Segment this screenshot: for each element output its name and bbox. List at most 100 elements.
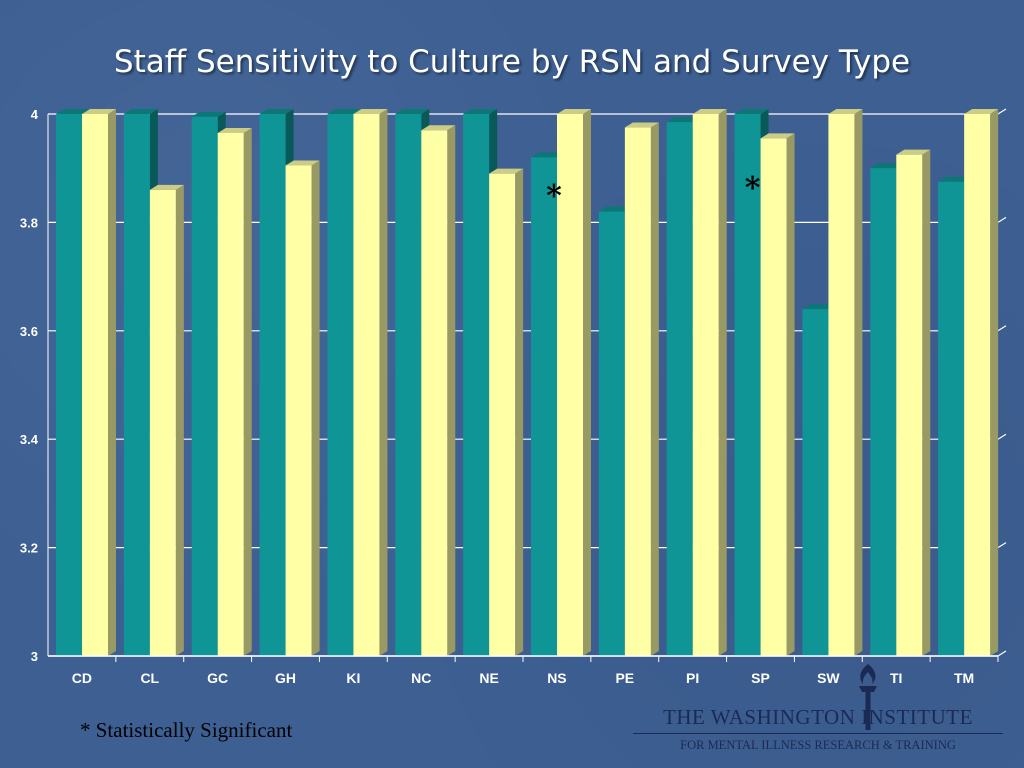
bar-cd-series-2 bbox=[82, 114, 108, 656]
bar-top bbox=[353, 109, 388, 114]
bar-side bbox=[311, 160, 320, 657]
bar-top bbox=[191, 111, 226, 117]
bar-ki-series-2 bbox=[353, 114, 380, 656]
bar-sw-series-2 bbox=[828, 114, 855, 656]
bar-top bbox=[217, 127, 252, 133]
gridline-depth bbox=[997, 108, 1007, 115]
bar-top bbox=[149, 184, 184, 190]
y-tick-label: 3.6 bbox=[20, 324, 38, 339]
logo-subtitle: FOR MENTAL ILLNESS RESEARCH & TRAINING bbox=[680, 738, 956, 752]
bar-side bbox=[583, 109, 591, 656]
x-tick-label: NS bbox=[547, 670, 566, 686]
x-tick-label: TM bbox=[954, 670, 974, 686]
bar-tm-series-1 bbox=[938, 181, 965, 656]
bar-side bbox=[990, 109, 999, 656]
bar-top bbox=[557, 109, 591, 114]
footnote: * Statistically Significant bbox=[80, 718, 293, 742]
x-tick-label: GC bbox=[207, 670, 228, 686]
bar-top bbox=[327, 109, 362, 114]
logo-divider bbox=[633, 733, 1003, 734]
bar-top bbox=[489, 168, 524, 174]
bar-nc-series-1 bbox=[395, 114, 422, 656]
bar-cl-series-2 bbox=[149, 189, 176, 656]
x-tick-label: NE bbox=[479, 670, 498, 686]
gridline-depth bbox=[997, 433, 1007, 440]
bar-top bbox=[896, 149, 931, 155]
x-tick-label: SW bbox=[817, 670, 840, 686]
bar-top bbox=[938, 176, 973, 182]
gridline-depth bbox=[997, 325, 1007, 332]
bar-pi-series-1 bbox=[666, 122, 693, 656]
bar-nc-series-2 bbox=[421, 130, 448, 656]
x-tick-label: PI bbox=[686, 670, 699, 686]
bar-top bbox=[624, 122, 659, 128]
bar-gc-series-1 bbox=[191, 116, 218, 656]
torch-icon bbox=[859, 664, 877, 730]
bars bbox=[56, 109, 999, 657]
x-tick-label: GH bbox=[275, 670, 296, 686]
y-tick-label: 3.4 bbox=[20, 432, 39, 447]
significance-marker: * bbox=[546, 179, 562, 214]
x-tick-label: KI bbox=[346, 670, 360, 686]
bar-top bbox=[760, 133, 795, 139]
bar-top bbox=[123, 109, 158, 114]
bar-top bbox=[82, 109, 116, 114]
bar-top bbox=[395, 109, 430, 114]
bar-top bbox=[598, 206, 633, 212]
bar-side bbox=[515, 168, 524, 656]
x-tick-label: TI bbox=[890, 670, 902, 686]
bar-side bbox=[922, 149, 931, 656]
bar-gc-series-2 bbox=[217, 132, 244, 657]
bar-side bbox=[718, 109, 727, 656]
x-tick-label: PE bbox=[615, 670, 634, 686]
bar-ns-series-1 bbox=[531, 157, 557, 657]
bar-top bbox=[964, 109, 999, 114]
bar-side bbox=[854, 109, 863, 656]
gridline-depth bbox=[997, 542, 1007, 549]
labels: 3 3.2 3.4 3.6 3.8 4 CD CL GC GH KI NC NE NS PE PI SP SW TI… bbox=[20, 107, 974, 686]
bar-side bbox=[447, 125, 456, 656]
bar-top bbox=[421, 125, 456, 131]
bar-ns-series-2 bbox=[557, 114, 583, 656]
bar-top bbox=[666, 117, 701, 123]
bar-top bbox=[828, 109, 863, 114]
bar-cl-series-1 bbox=[123, 114, 150, 656]
y-tick-label: 3 bbox=[31, 649, 38, 664]
bar-sp-series-2 bbox=[760, 138, 787, 656]
bar-top bbox=[870, 163, 905, 169]
bar-side bbox=[786, 133, 795, 656]
y-tick-label: 3.8 bbox=[20, 215, 38, 230]
x-tick-label: CD bbox=[72, 670, 92, 686]
bar-sp-series-1 bbox=[734, 114, 761, 656]
bar-side bbox=[243, 127, 252, 657]
bar-ne-series-2 bbox=[489, 173, 516, 656]
bar-side bbox=[108, 109, 116, 656]
slide-title: Staff Sensitivity to Culture by RSN and … bbox=[113, 44, 911, 80]
bar-tm-series-2 bbox=[964, 114, 991, 656]
bar-ti-series-1 bbox=[870, 168, 897, 656]
bar-gh-series-2 bbox=[285, 165, 312, 657]
gridline-depth bbox=[997, 650, 1007, 657]
bar-chart: 3 3.2 3.4 3.6 3.8 4 CD CL GC GH KI NC NE NS PE PI SP SW TI… bbox=[20, 107, 1007, 686]
bar-pe-series-1 bbox=[598, 211, 625, 656]
bar-gh-series-1 bbox=[259, 114, 286, 656]
x-tick-label: SP bbox=[751, 670, 770, 686]
bar-side bbox=[650, 122, 659, 657]
bar-top bbox=[285, 160, 320, 166]
y-tick-label: 3.2 bbox=[20, 541, 38, 556]
bar-top bbox=[692, 109, 727, 114]
x-tick-label: CL bbox=[140, 670, 159, 686]
bar-ne-series-1 bbox=[463, 114, 490, 656]
bar-ki-series-1 bbox=[327, 114, 354, 656]
bar-sw-series-1 bbox=[802, 309, 829, 656]
y-tick-label: 4 bbox=[31, 107, 39, 122]
axes bbox=[47, 114, 999, 662]
bar-top bbox=[463, 109, 498, 114]
bar-side bbox=[379, 109, 388, 656]
gridline-depth bbox=[997, 216, 1007, 223]
bar-pi-series-2 bbox=[692, 114, 719, 656]
bar-top bbox=[56, 109, 90, 114]
bar-top bbox=[531, 152, 565, 158]
x-tick-label: NC bbox=[411, 670, 431, 686]
bar-top bbox=[734, 109, 769, 114]
